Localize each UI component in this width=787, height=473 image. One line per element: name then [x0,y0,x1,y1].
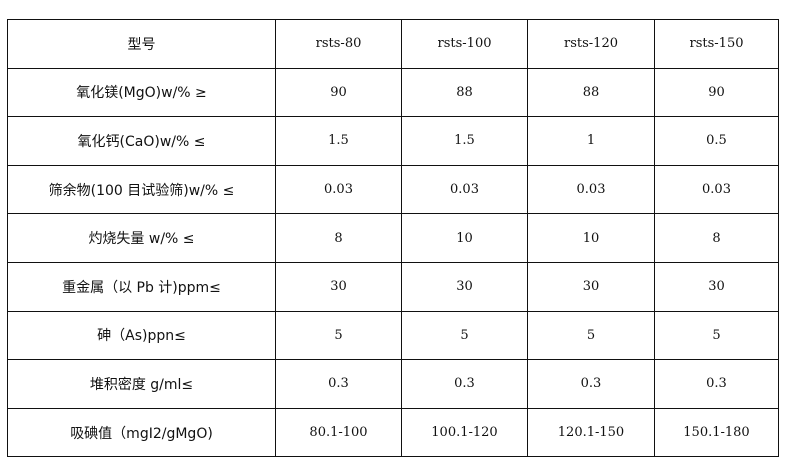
value-cell: 5 [527,310,655,361]
row-label: 砷（As)ppn≤ [7,310,276,361]
table-row: 吸碘值（mgI2/gMgO) 80.1-100 100.1-120 120.1-150… [7,407,779,458]
header-cell: rsts-80 [275,19,402,69]
value-cell: 30 [275,261,402,312]
value-cell: 90 [275,67,402,118]
header-cell: rsts-120 [527,19,655,69]
value-cell: 0.3 [527,359,655,409]
table-row: 氧化镁(MgO)w/% ≥90 88 88 90 [7,67,779,118]
value-cell: 8 [275,213,402,263]
value-cell: 30 [527,261,655,312]
value-cell: 0.03 [401,164,528,215]
value-cell: 150.1-180 [654,407,779,458]
value-cell: 10 [401,213,528,263]
value-cell: 1 [527,116,655,166]
value-cell: 1.5 [401,116,528,166]
header-row: 型号 rsts-80 rsts-100 rsts-120 rsts-150 [7,19,779,69]
value-cell: 80.1-100 [275,407,402,458]
value-cell: 90 [654,67,779,118]
value-cell: 5 [654,310,779,361]
row-label: 堆积密度 g/ml≤ [7,359,276,409]
value-cell: 30 [401,261,528,312]
value-cell: 88 [527,67,655,118]
value-cell: 0.03 [275,164,402,215]
header-cell: rsts-100 [401,19,528,69]
row-label: 重金属（以 Pb 计)ppm≤ [7,261,276,312]
value-cell: 0.5 [654,116,779,166]
row-label: 吸碘值（mgI2/gMgO) [7,407,276,458]
value-cell: 30 [654,261,779,312]
row-label: 氧化钙(CaO)w/% ≤ [7,116,276,166]
table-row: 砷（As)ppn≤ 5 5 5 5 [7,310,779,361]
row-label: 氧化镁(MgO)w/% ≥ [7,67,276,118]
row-label: 筛余物(100 目试验筛)w/% ≤ [7,164,276,215]
header-cell: rsts-150 [654,19,779,69]
row-label: 灼烧失量 w/% ≤ [7,213,276,263]
value-cell: 1.5 [275,116,402,166]
table-row: 重金属（以 Pb 计)ppm≤ 30 30 30 30 [7,261,779,312]
value-cell: 0.3 [275,359,402,409]
spec-table: 型号 rsts-80 rsts-100 rsts-120 rsts-150 氧化… [7,19,779,458]
value-cell: 120.1-150 [527,407,655,458]
value-cell: 5 [275,310,402,361]
value-cell: 0.3 [654,359,779,409]
value-cell: 5 [401,310,528,361]
table-row: 堆积密度 g/ml≤ 0.3 0.3 0.3 0.3 [7,359,779,409]
value-cell: 8 [654,213,779,263]
value-cell: 0.03 [527,164,655,215]
value-cell: 0.03 [654,164,779,215]
value-cell: 100.1-120 [401,407,528,458]
value-cell: 88 [401,67,528,118]
table-row: 氧化钙(CaO)w/% ≤1.5 1.5 1 0.5 [7,116,779,166]
value-cell: 0.3 [401,359,528,409]
value-cell: 10 [527,213,655,263]
table-row: 灼烧失量 w/% ≤8 10 10 8 [7,213,779,263]
table-row: 筛余物(100 目试验筛)w/% ≤0.03 0.03 0.03 0.03 [7,164,779,215]
header-cell-model: 型号 [7,19,276,69]
